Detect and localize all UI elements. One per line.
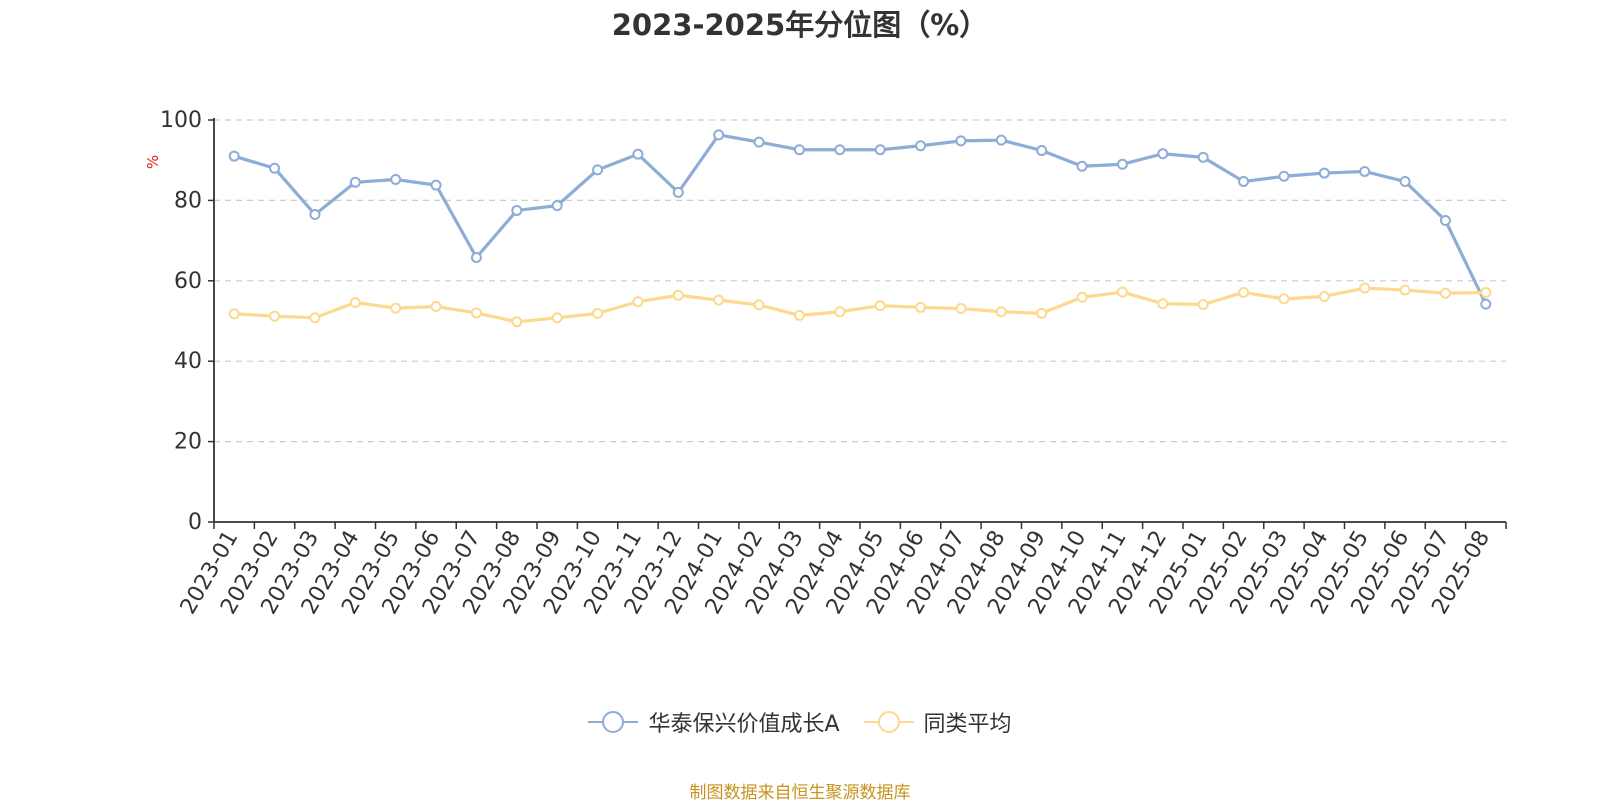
data-point	[1439, 215, 1451, 226]
data-point	[1359, 282, 1371, 294]
data-point	[390, 302, 402, 314]
data-point	[1157, 148, 1169, 160]
data-point	[470, 251, 482, 263]
legend-item[interactable]: 华泰保兴价值成长A	[588, 706, 840, 738]
series-1	[228, 129, 1492, 310]
data-point	[228, 308, 240, 320]
data-point	[1399, 176, 1411, 188]
data-point	[793, 309, 805, 321]
data-point	[1318, 290, 1330, 302]
y-axis-unit-label: %	[144, 155, 162, 169]
data-point	[1278, 170, 1290, 182]
y-tick-label: 80	[174, 188, 202, 213]
axes: 0204060801002023-012023-022023-032023-04…	[160, 108, 1507, 619]
data-point	[1116, 286, 1128, 298]
data-point	[390, 173, 402, 185]
data-point	[1318, 167, 1330, 179]
y-tick-label: 60	[174, 269, 202, 294]
data-point	[430, 179, 442, 191]
data-point	[672, 289, 684, 301]
data-point	[1157, 298, 1169, 310]
data-point	[430, 301, 442, 313]
data-point	[874, 144, 886, 156]
data-point	[915, 301, 927, 313]
data-point	[349, 297, 361, 309]
data-point	[1278, 293, 1290, 305]
data-point	[511, 316, 523, 328]
legend-marker-icon	[863, 711, 914, 733]
legend-label: 华泰保兴价值成长A	[648, 712, 840, 737]
data-point	[1238, 176, 1250, 188]
data-point	[309, 208, 321, 220]
data-point	[269, 162, 281, 174]
data-point	[511, 204, 523, 216]
data-point	[551, 312, 563, 324]
data-point	[1480, 298, 1492, 310]
series-lines	[228, 129, 1492, 328]
data-point	[632, 296, 644, 308]
data-point	[592, 164, 604, 176]
series-line	[233, 133, 1488, 305]
legend-item[interactable]: 同类平均	[863, 706, 1012, 738]
legend-label: 同类平均	[923, 712, 1012, 737]
y-tick-label: 0	[188, 510, 202, 535]
legend: 华泰保兴价值成长A 同类平均	[0, 704, 1600, 740]
data-point	[632, 148, 644, 160]
data-point	[1076, 291, 1088, 303]
chart-title: 2023-2025年分位图（%）	[611, 8, 989, 42]
data-point	[309, 312, 321, 324]
data-point	[1480, 286, 1492, 298]
data-point	[470, 307, 482, 319]
data-point	[1399, 284, 1411, 296]
data-point	[915, 140, 927, 152]
series-2	[228, 282, 1492, 328]
data-point	[713, 129, 725, 141]
data-point	[1116, 158, 1128, 170]
source-note: 制图数据来自恒生聚源数据库	[689, 783, 911, 803]
data-point	[1036, 145, 1048, 157]
data-point	[1076, 160, 1088, 172]
data-point	[753, 136, 765, 148]
y-tick-label: 20	[174, 430, 202, 455]
data-point	[551, 200, 563, 212]
data-point	[1439, 287, 1451, 299]
grid-lines	[214, 119, 1506, 443]
data-point	[995, 306, 1007, 318]
data-point	[793, 144, 805, 156]
data-point	[874, 300, 886, 312]
data-point	[1238, 286, 1250, 298]
data-point	[228, 150, 240, 162]
y-tick-label: 40	[174, 349, 202, 374]
data-point	[955, 303, 967, 315]
data-point	[834, 144, 846, 156]
series-line	[234, 286, 1486, 324]
data-point	[349, 176, 361, 188]
data-point	[672, 186, 684, 198]
data-point	[592, 307, 604, 319]
data-point	[1197, 151, 1209, 163]
data-point	[955, 135, 967, 147]
data-point	[753, 299, 765, 311]
data-point	[1036, 307, 1048, 319]
data-point	[995, 134, 1007, 146]
data-point	[269, 310, 281, 322]
data-point	[713, 294, 725, 306]
data-point	[1197, 299, 1209, 311]
data-point	[1359, 165, 1371, 177]
legend-marker-icon	[588, 711, 639, 733]
y-tick-label: 100	[160, 108, 202, 133]
data-point	[834, 306, 846, 318]
